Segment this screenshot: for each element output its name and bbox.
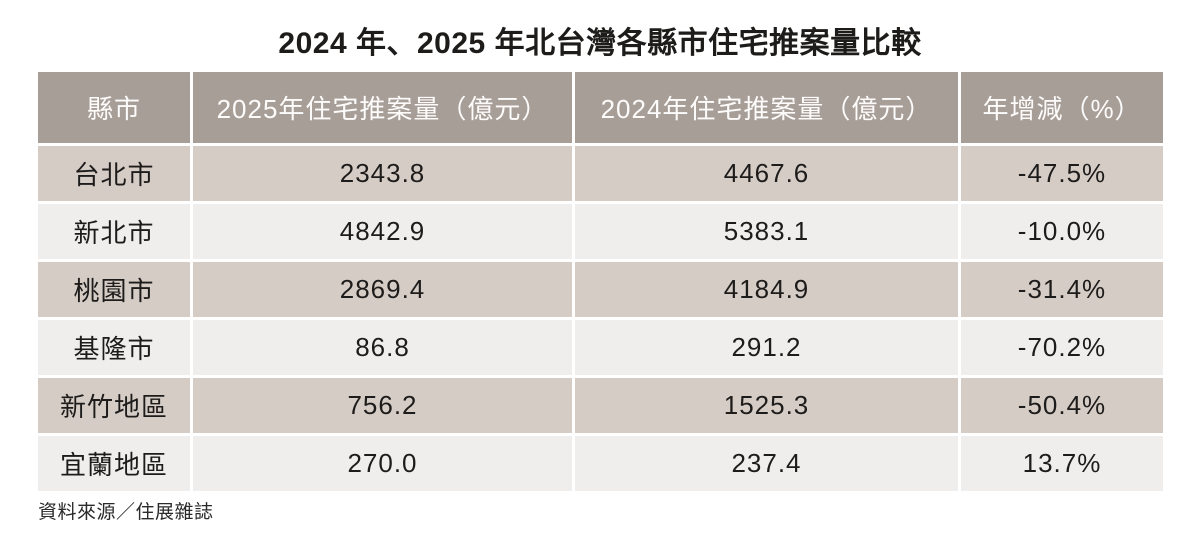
yoy-cell: 13.7% xyxy=(961,436,1163,491)
header-row: 縣市 2025年住宅推案量（億元） 2024年住宅推案量（億元） 年增減（%） xyxy=(38,72,1163,143)
yoy-cell: -31.4% xyxy=(961,262,1163,317)
region-cell: 桃園市 xyxy=(38,262,190,317)
volume-2025-cell: 2869.4 xyxy=(193,262,572,317)
yoy-cell: -10.0% xyxy=(961,204,1163,259)
column-header-region: 縣市 xyxy=(38,72,190,143)
volume-2024-cell: 237.4 xyxy=(575,436,958,491)
column-header-2024-volume: 2024年住宅推案量（億元） xyxy=(575,72,958,143)
yoy-cell: -70.2% xyxy=(961,320,1163,375)
volume-2024-cell: 4467.6 xyxy=(575,146,958,201)
region-cell: 台北市 xyxy=(38,146,190,201)
volume-2025-cell: 270.0 xyxy=(193,436,572,491)
table-row-taipei: 台北市 2343.8 4467.6 -47.5% xyxy=(38,146,1163,201)
volume-2024-cell: 1525.3 xyxy=(575,378,958,433)
table-row-taoyuan: 桃園市 2869.4 4184.9 -31.4% xyxy=(38,262,1163,317)
table-row-keelung: 基隆市 86.8 291.2 -70.2% xyxy=(38,320,1163,375)
table-row-yilan: 宜蘭地區 270.0 237.4 13.7% xyxy=(38,436,1163,491)
column-header-2025-volume: 2025年住宅推案量（億元） xyxy=(193,72,572,143)
table-body: 台北市 2343.8 4467.6 -47.5% 新北市 4842.9 5383… xyxy=(38,146,1163,491)
volume-2024-cell: 4184.9 xyxy=(575,262,958,317)
yoy-cell: -50.4% xyxy=(961,378,1163,433)
source-note: 資料來源／住展雜誌 xyxy=(38,502,214,523)
volume-2025-cell: 2343.8 xyxy=(193,146,572,201)
region-cell: 宜蘭地區 xyxy=(38,436,190,491)
region-cell: 新竹地區 xyxy=(38,378,190,433)
volume-2025-cell: 86.8 xyxy=(193,320,572,375)
column-header-yoy-change: 年增減（%） xyxy=(961,72,1163,143)
table-row-newtaipei: 新北市 4842.9 5383.1 -10.0% xyxy=(38,204,1163,259)
region-cell: 新北市 xyxy=(38,204,190,259)
region-cell: 基隆市 xyxy=(38,320,190,375)
volume-2025-cell: 4842.9 xyxy=(193,204,572,259)
comparison-table: 縣市 2025年住宅推案量（億元） 2024年住宅推案量（億元） 年增減（%） … xyxy=(35,69,1166,494)
page-title: 2024 年、2025 年北台灣各縣市住宅推案量比較 xyxy=(278,27,922,60)
volume-2024-cell: 291.2 xyxy=(575,320,958,375)
volume-2024-cell: 5383.1 xyxy=(575,204,958,259)
table-header: 縣市 2025年住宅推案量（億元） 2024年住宅推案量（億元） 年增減（%） xyxy=(38,72,1163,143)
volume-2025-cell: 756.2 xyxy=(193,378,572,433)
yoy-cell: -47.5% xyxy=(961,146,1163,201)
table-row-hsinchu: 新竹地區 756.2 1525.3 -50.4% xyxy=(38,378,1163,433)
